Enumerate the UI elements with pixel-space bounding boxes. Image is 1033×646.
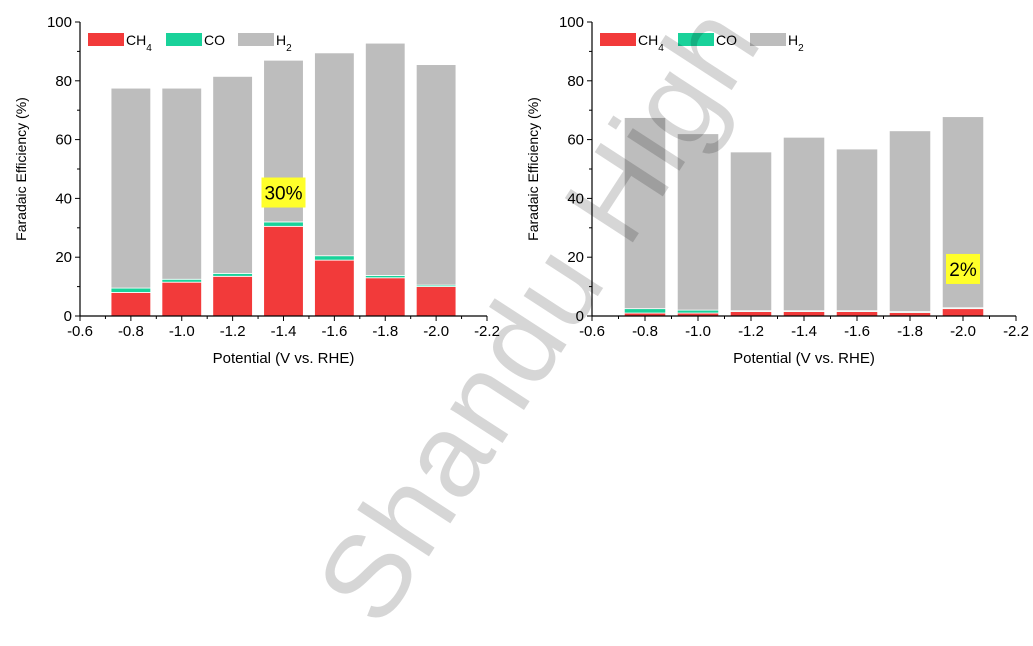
bar-ch4-2: [161, 281, 202, 317]
legend-label-ch4: CH4: [638, 32, 664, 54]
y-tick-label: 20: [567, 249, 584, 266]
bar-ch4-5: [835, 311, 879, 317]
bar-h2-6: [365, 42, 406, 276]
bar-h2-2: [161, 87, 202, 280]
legend: CH4 CO H2: [88, 32, 292, 54]
bar-h2-3: [212, 75, 253, 274]
bar-h2-7: [415, 64, 457, 286]
bar-ch4-3: [212, 275, 253, 317]
annotation-box: [946, 253, 980, 284]
y-tick-label: 0: [64, 308, 72, 325]
x-tick-label: -2.0: [950, 323, 976, 340]
legend-swatch-ch4: [88, 33, 124, 46]
y-tick-label: 20: [55, 249, 72, 266]
x-axis-label: Potential (V vs. RHE): [213, 350, 355, 367]
bar-co-5: [314, 255, 355, 261]
x-tick-label: -1.2: [220, 323, 246, 340]
annotation-label: 2%: [949, 260, 977, 281]
bar-h2-6: [888, 130, 932, 312]
legend-label-h2: H2: [788, 32, 804, 54]
x-tick-label: -1.0: [685, 323, 711, 340]
legend-swatch-co: [678, 33, 714, 46]
legend-swatch-h2: [750, 33, 786, 46]
y-axis-label: Faradaic Efficiency (%): [13, 97, 29, 241]
legend-label-co: CO: [204, 32, 225, 48]
y-tick-label: 80: [567, 73, 584, 90]
annotation-label: 30%: [264, 184, 302, 205]
bar-ch4-7: [941, 308, 985, 317]
bar-h2-4: [782, 136, 826, 312]
legend-swatch-h2: [238, 33, 274, 46]
bar-ch4-5: [314, 259, 355, 317]
x-tick-label: -2.0: [423, 323, 449, 340]
bar-co-2: [676, 309, 720, 314]
x-tick-label: -0.6: [579, 323, 605, 340]
chart-panel-2: 0 20 40 60 80 100 -0.6 -0.8 -1.0 -1.2 -1.4 -1.6 -1.8…: [525, 14, 1029, 367]
y-tick-label: 0: [576, 308, 584, 325]
bar-ch4-3: [729, 311, 773, 317]
y-tick-label: 60: [567, 132, 584, 149]
x-tick-label: -0.8: [632, 323, 658, 340]
y-tick-label: 40: [55, 190, 72, 207]
legend-swatch-ch4: [600, 33, 636, 46]
y-axis-label: Faradaic Efficiency (%): [525, 97, 541, 241]
x-axis-label: Potential (V vs. RHE): [733, 350, 875, 367]
y-tick-label: 40: [567, 190, 584, 207]
x-tick-label: -0.6: [67, 323, 93, 340]
x-tick-label: -0.8: [118, 323, 144, 340]
bar-co-3: [212, 272, 253, 277]
y-tick-label: 80: [55, 73, 72, 90]
x-tick-label: -1.4: [271, 323, 297, 340]
x-tick-label: -1.6: [844, 323, 870, 340]
annotation-box: [261, 177, 306, 208]
legend-label-h2: H2: [276, 32, 292, 54]
y-tick-label: 100: [559, 14, 584, 31]
y-tick-label: 100: [47, 14, 72, 31]
x-tick-label: -1.8: [897, 323, 923, 340]
bar-h2-5: [314, 52, 355, 257]
x-tick-label: -1.0: [169, 323, 195, 340]
x-tick-label: -1.4: [791, 323, 817, 340]
bar-ch4-4: [782, 311, 826, 317]
bar-h2-1: [623, 117, 667, 310]
x-tick-label: -2.2: [474, 323, 500, 340]
legend-swatch-co: [166, 33, 202, 46]
bar-h2-1: [110, 87, 152, 289]
x-tick-label: -2.2: [1003, 323, 1029, 340]
bar-co-4: [263, 221, 304, 227]
bar-h2-5: [835, 148, 879, 312]
x-tick-label: -1.8: [372, 323, 398, 340]
bar-co-2: [161, 278, 202, 283]
bar-ch4-6: [365, 277, 406, 317]
legend-label-co: CO: [716, 32, 737, 48]
legend-label-ch4: CH4: [126, 32, 152, 54]
bar-ch4-4: [263, 225, 304, 317]
figure: 0 20 40 60 80 100 -0.6 -0.8 -1.0 -1.2 -1.4 -1.6 -1.8…: [13, 14, 1029, 367]
y-tick-label: 60: [55, 132, 72, 149]
x-tick-label: -1.6: [321, 323, 347, 340]
bar-ch4-7: [415, 286, 457, 317]
bar-h2-3: [729, 151, 773, 312]
bar-co-1: [623, 308, 667, 314]
x-tick-label: -1.2: [738, 323, 764, 340]
bar-h2-2: [676, 133, 720, 311]
bar-ch4-1: [110, 292, 152, 317]
chart-panel-1: 0 20 40 60 80 100 -0.6 -0.8 -1.0 -1.2 -1.4 -1.6 -1.8…: [13, 14, 500, 367]
bar-co-1: [110, 287, 152, 293]
legend: CH4 CO H2: [600, 32, 804, 54]
